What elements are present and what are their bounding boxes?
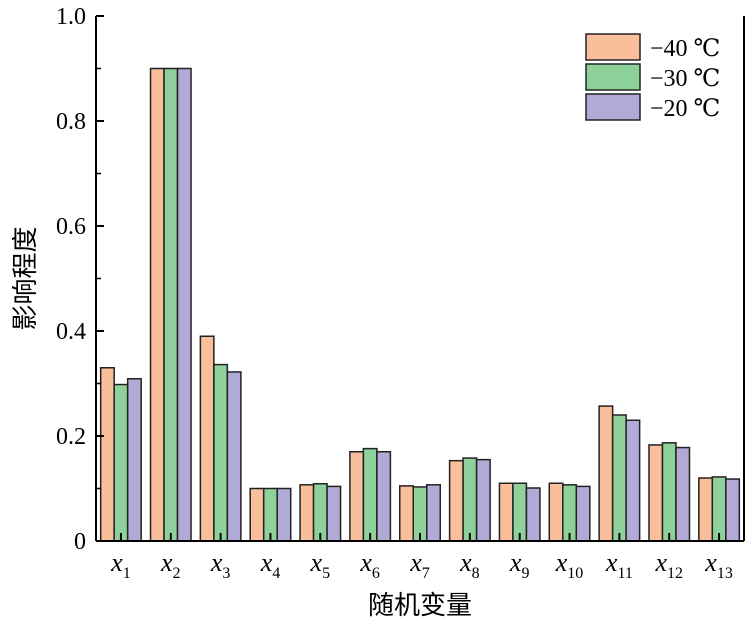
x-tick-label: x1 [110,548,131,582]
bar-11-series-2 [611,414,627,542]
bar-7-series-3 [426,484,441,542]
x-tick-label: x6 [359,548,380,582]
legend-label-1: −40 ℃ [650,36,720,62]
bar-10-series-1 [548,482,564,542]
bar-4-series-1 [249,487,265,542]
bar-7-series-2 [412,486,428,542]
bar-3-series-3 [226,371,242,542]
bar-7-series-1 [399,485,414,542]
x-tick-label: x13 [704,548,733,582]
legend-label-3: −20 ℃ [650,96,720,122]
x-axis-label: 随机变量 [368,591,472,621]
bar-4-series-3 [276,487,292,542]
bar-8-series-2 [462,457,478,542]
x-axis: x1 x2 x3 x4 x5 x6 x7 x8 x9 x10 x11 x12 x13 [110,533,733,582]
bar-6-series-3 [376,451,392,542]
legend-swatch-1 [585,33,641,61]
legend: −40 ℃ −30 ℃ −20 ℃ [585,33,720,122]
y-tick-label: 0.8 [56,109,86,135]
bar-10-series-2 [562,484,578,542]
x-tick-label: x4 [260,548,281,582]
x-tick-label: x9 [509,548,530,582]
bar-2-series-3 [176,67,192,542]
bars-group [99,67,741,542]
legend-swatch-2 [585,63,641,91]
bar-6-series-2 [362,447,378,542]
y-tick-label: 0.4 [56,319,86,345]
x-tick-label: x7 [409,548,430,582]
y-tick-label: 0.2 [56,424,86,450]
bar-3-series-1 [199,335,215,542]
bar-12-series-3 [675,446,691,542]
x-tick-label: x12 [654,548,683,582]
bar-5-series-3 [326,485,342,542]
legend-label-2: −30 ℃ [650,66,720,92]
bar-11-series-3 [625,419,641,542]
y-tick-label: 0.6 [56,214,86,240]
y-tick-label: 0 [74,529,86,555]
x-tick-label: x2 [160,548,181,582]
bar-13-series-3 [725,478,741,542]
bar-9-series-2 [512,482,528,542]
x-tick-label: x5 [310,548,331,582]
bar-8-series-1 [448,459,464,542]
bar-8-series-3 [475,458,491,542]
bar-11-series-1 [598,405,614,542]
bar-12-series-1 [648,444,664,542]
bar-1-series-1 [99,367,115,542]
legend-swatch-3 [585,93,641,121]
x-tick-label: x8 [459,548,480,582]
y-axis-label: 影响程度 [11,226,41,330]
bar-10-series-3 [575,485,591,542]
bar-3-series-2 [213,363,229,542]
bar-13-series-1 [698,477,714,542]
y-tick-label: 1.0 [56,4,86,30]
y-axis: 0 0.2 0.4 0.6 0.8 1.0 [56,4,104,555]
x-tick-label: x10 [555,548,584,582]
bar-13-series-2 [711,476,727,542]
bar-5-series-2 [312,483,328,542]
x-tick-label: x3 [210,548,231,582]
bar-9-series-1 [498,482,514,542]
bar-9-series-3 [525,487,541,542]
x-tick-label: x11 [605,548,633,582]
bar-5-series-1 [299,484,315,542]
bar-1-series-3 [126,378,142,542]
bar-6-series-1 [349,451,365,542]
bar-2-series-2 [163,67,179,542]
bar-12-series-2 [661,442,677,542]
bar-2-series-1 [149,67,165,542]
plot-frame [95,16,745,542]
bar-1-series-2 [113,383,129,542]
